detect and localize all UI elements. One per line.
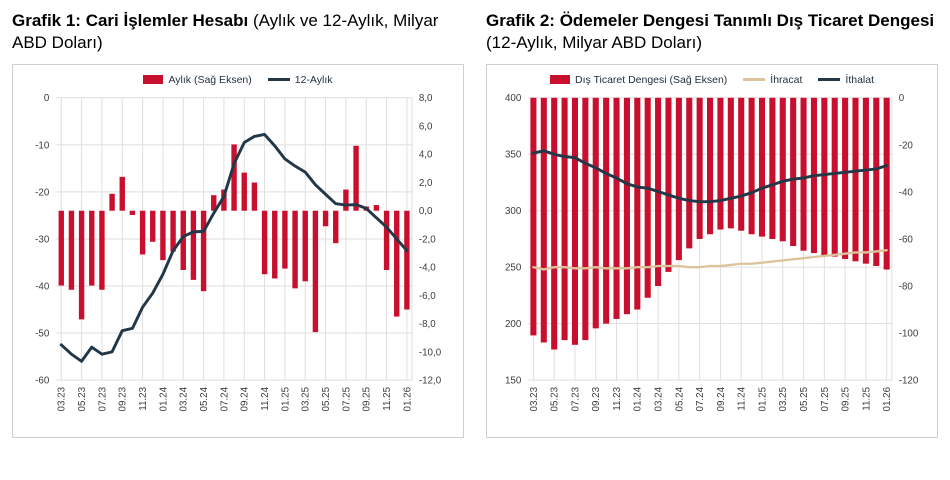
- svg-text:09.25: 09.25: [841, 386, 852, 411]
- chart1-canvas: 0 -10 -20 -30 -40 -50 -60 8,0 6,0 4,0 2,0 0,0 -2,0 -4…: [35, 93, 442, 411]
- svg-text:09.23: 09.23: [591, 386, 602, 411]
- svg-text:01.25: 01.25: [280, 386, 291, 411]
- svg-text:150: 150: [505, 375, 522, 386]
- legend-item-i-hracat: İhracat: [743, 74, 802, 86]
- svg-text:09.24: 09.24: [240, 386, 251, 411]
- svg-text:-50: -50: [35, 328, 50, 339]
- svg-text:-40: -40: [899, 187, 914, 198]
- line-swatch-icon: [818, 78, 841, 82]
- svg-text:-10: -10: [35, 140, 50, 151]
- svg-text:11.23: 11.23: [612, 386, 623, 410]
- chart2-title: Grafik 2: Ödemeler Dengesi Tanımlı Dış T…: [486, 10, 938, 55]
- report-page: Grafik 1: Cari İşlemler Hesabı (Aylık ve…: [12, 8, 938, 438]
- svg-text:0,0: 0,0: [419, 206, 433, 217]
- svg-text:-6,0: -6,0: [419, 291, 436, 302]
- svg-text:-60: -60: [899, 234, 914, 245]
- svg-text:-2,0: -2,0: [419, 234, 436, 245]
- svg-text:03.25: 03.25: [778, 386, 789, 411]
- svg-text:09.23: 09.23: [118, 386, 129, 411]
- svg-text:-40: -40: [35, 281, 50, 292]
- legend-item-ayl-k-sa-eksen: Aylık (Sağ Eksen): [143, 73, 252, 86]
- svg-text:200: 200: [505, 319, 522, 330]
- svg-text:05.25: 05.25: [799, 386, 810, 411]
- svg-text:350: 350: [505, 150, 522, 161]
- svg-text:-30: -30: [35, 234, 50, 245]
- svg-text:07.24: 07.24: [695, 386, 706, 411]
- svg-text:6,0: 6,0: [419, 121, 433, 132]
- legend-item-d-ticaret-dengesi-sa-eksen: Dış Ticaret Dengesi (Sağ Eksen): [549, 73, 728, 86]
- legend-item-12-ayl-k: 12-Aylık: [267, 73, 333, 86]
- legend-item-i-thalat: İthalat: [818, 74, 874, 86]
- svg-text:09.25: 09.25: [362, 386, 373, 411]
- svg-text:-12,0: -12,0: [419, 375, 442, 386]
- svg-text:05.25: 05.25: [321, 386, 332, 411]
- chart1-title-bold: Grafik 1: Cari İşlemler Hesabı: [12, 11, 249, 30]
- chart2-title-sub: (12-Aylık, Milyar ABD Doları): [486, 33, 703, 53]
- svg-text:11.25: 11.25: [382, 386, 393, 410]
- svg-text:400: 400: [505, 93, 522, 104]
- svg-text:05.24: 05.24: [674, 386, 685, 411]
- svg-text:-60: -60: [35, 375, 50, 386]
- svg-text:4,0: 4,0: [419, 150, 433, 161]
- svg-text:0: 0: [899, 93, 905, 104]
- svg-text:-80: -80: [899, 281, 914, 292]
- legend-label: Aylık (Sağ Eksen): [168, 73, 252, 86]
- chart-panel-1: Grafik 1: Cari İşlemler Hesabı (Aylık ve…: [12, 8, 464, 438]
- svg-text:-100: -100: [899, 328, 919, 339]
- svg-text:01.24: 01.24: [633, 386, 644, 411]
- chart1-legend: Aylık (Sağ Eksen) 12-Aylık: [15, 74, 461, 86]
- svg-text:05.23: 05.23: [550, 386, 561, 411]
- chart1-title: Grafik 1: Cari İşlemler Hesabı (Aylık ve…: [12, 10, 464, 55]
- chart2-legend: Dış Ticaret Dengesi (Sağ Eksen) İhracat İt…: [489, 74, 935, 86]
- legend-label: İthalat: [845, 73, 875, 86]
- svg-text:01.24: 01.24: [158, 386, 169, 411]
- svg-text:01.26: 01.26: [402, 386, 413, 411]
- line-swatch-icon: [743, 78, 766, 82]
- svg-text:-20: -20: [899, 140, 914, 151]
- svg-text:05.23: 05.23: [77, 386, 88, 411]
- svg-text:250: 250: [505, 262, 522, 273]
- svg-text:-120: -120: [899, 375, 919, 386]
- chart-panel-2: Grafik 2: Ödemeler Dengesi Tanımlı Dış T…: [486, 8, 938, 438]
- svg-text:09.24: 09.24: [716, 386, 727, 411]
- svg-text:8,0: 8,0: [419, 93, 433, 104]
- legend-label: İhracat: [770, 73, 803, 86]
- svg-text:07.24: 07.24: [219, 386, 230, 411]
- svg-text:07.25: 07.25: [820, 386, 831, 411]
- line-swatch-icon: [267, 78, 290, 82]
- svg-text:07.25: 07.25: [341, 386, 352, 411]
- chart2-title-bold: Grafik 2: Ödemeler Dengesi Tanımlı Dış T…: [486, 11, 935, 30]
- svg-text:11.24: 11.24: [260, 386, 271, 410]
- bar-swatch-icon: [549, 75, 570, 85]
- svg-text:2,0: 2,0: [419, 178, 433, 189]
- svg-text:07.23: 07.23: [570, 386, 581, 411]
- svg-text:05.24: 05.24: [199, 386, 210, 411]
- svg-text:01.25: 01.25: [757, 386, 768, 411]
- legend-label: 12-Aylık: [294, 73, 333, 86]
- svg-text:-8,0: -8,0: [419, 319, 436, 330]
- bar-swatch-icon: [143, 75, 164, 85]
- chart1-frame: Aylık (Sağ Eksen) 12-Aylık 0 -10 -20 -30 -40 -…: [12, 63, 464, 438]
- svg-text:11.25: 11.25: [861, 386, 872, 410]
- svg-text:11.24: 11.24: [737, 386, 748, 410]
- svg-text:03.23: 03.23: [57, 386, 68, 411]
- svg-text:-10,0: -10,0: [419, 347, 442, 358]
- svg-text:11.23: 11.23: [138, 386, 149, 410]
- legend-label: Dış Ticaret Dengesi (Sağ Eksen): [574, 73, 728, 86]
- svg-text:0: 0: [44, 93, 50, 104]
- svg-text:01.26: 01.26: [882, 386, 893, 411]
- svg-text:-4,0: -4,0: [419, 262, 436, 273]
- svg-text:300: 300: [505, 206, 522, 217]
- chart2-canvas: 400 350 300 250 200 150 0 -20 -40 -60 -80 -100 -120 0…: [505, 93, 919, 411]
- svg-text:03.25: 03.25: [301, 386, 312, 411]
- chart2-frame: Dış Ticaret Dengesi (Sağ Eksen) İhracat İt…: [486, 63, 938, 438]
- svg-text:03.23: 03.23: [529, 386, 540, 411]
- svg-text:07.23: 07.23: [97, 386, 108, 411]
- svg-text:-20: -20: [35, 187, 50, 198]
- svg-text:03.24: 03.24: [179, 386, 190, 411]
- svg-text:03.24: 03.24: [654, 386, 665, 411]
- chart1-title-sub: (Aylık ve 12-Aylık, Milyar ABD Doları): [12, 11, 439, 53]
